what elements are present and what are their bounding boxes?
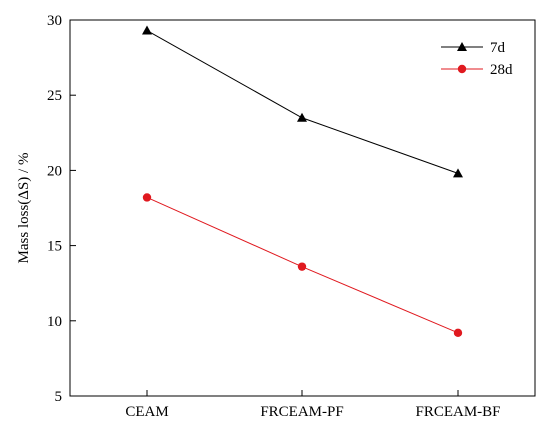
data-point-7d (142, 25, 152, 35)
legend-item-28d: 28d (441, 62, 513, 78)
data-point-28d (453, 328, 463, 338)
legend-label: 7d (490, 40, 506, 56)
x-axis: CEAM FRCEAM-PF FRCEAM-BF (125, 390, 501, 420)
series-line-7d (146, 30, 459, 174)
data-point-7d (453, 168, 463, 178)
y-tick-label: 5 (55, 389, 63, 405)
legend-marker (457, 42, 467, 51)
y-tick-label: 20 (47, 163, 62, 179)
y-tick-label: 10 (47, 314, 62, 330)
y-axis: 5 10 15 20 25 30 (47, 13, 76, 405)
y-tick-label: 25 (47, 88, 62, 104)
plot-frame (69, 19, 536, 397)
y-axis-title: Mass loss(ΔS) / % (16, 153, 32, 264)
data-point-28d (297, 262, 307, 271)
x-tick-label: FRCEAM-PF (260, 404, 343, 420)
legend-marker (457, 64, 467, 74)
x-tick-label: CEAM (125, 404, 168, 420)
data-point-28d (142, 193, 152, 202)
y-tick-label: 15 (47, 239, 62, 255)
plot-area (69, 19, 536, 397)
y-tick-label: 30 (47, 13, 62, 29)
series-28d (142, 193, 463, 338)
series-7d (142, 25, 463, 178)
x-tick-label: FRCEAM-BF (415, 404, 500, 420)
series-layer (142, 25, 463, 338)
data-point-7d (297, 112, 307, 122)
legend-label: 28d (490, 62, 513, 78)
legend-item-7d: 7d (441, 40, 506, 56)
